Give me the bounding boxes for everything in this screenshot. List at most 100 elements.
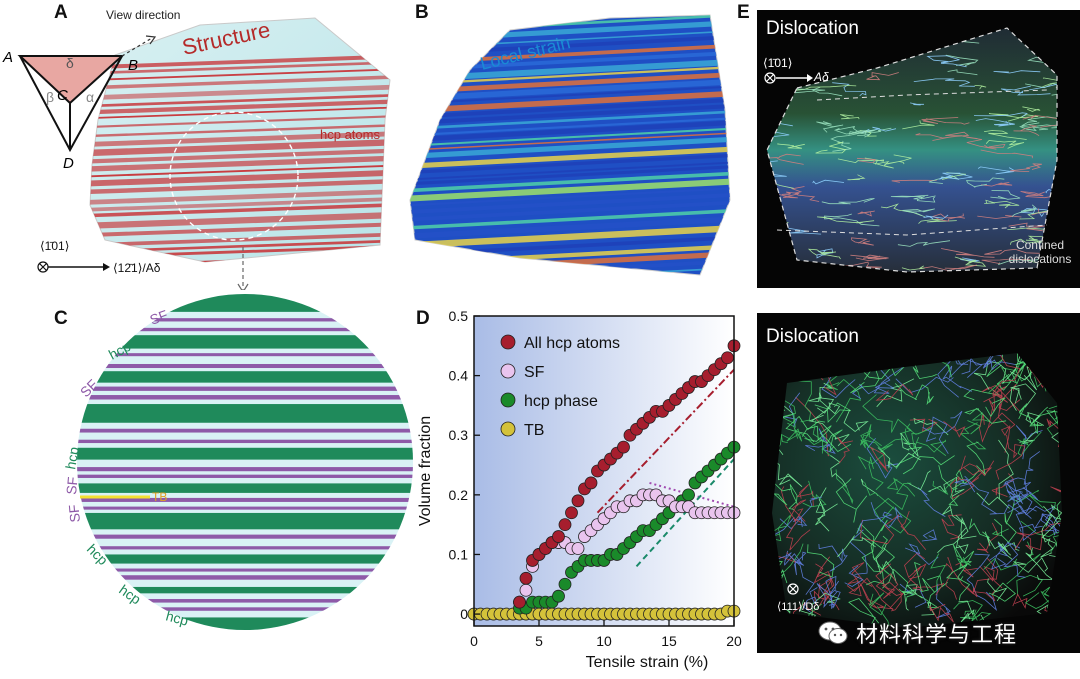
data-point (552, 530, 565, 543)
dislocation-line (901, 265, 925, 271)
dislocation-line (767, 165, 787, 178)
dislocation-line (838, 261, 882, 270)
e-top-axis-arrow (764, 72, 813, 84)
hcp-stripe (90, 131, 390, 147)
dislocation-line (858, 364, 907, 380)
dislocation-line (984, 199, 1020, 209)
dislocation-line (772, 380, 777, 412)
dislocation-line (857, 210, 875, 217)
vertex-b: B (128, 57, 138, 74)
dislocation-line (910, 102, 925, 106)
dislocation-line (902, 455, 955, 475)
strain-stripe (410, 90, 730, 114)
strain-stripe (410, 116, 730, 137)
dislocation-line (1034, 513, 1058, 534)
strain-stripe (410, 153, 730, 175)
hcp-stripe (90, 197, 390, 212)
dislocation-line (950, 476, 975, 500)
dislocation-line (999, 542, 1020, 560)
confined-dislocations-label: Confined dislocations (1000, 238, 1080, 266)
sf-layer (77, 546, 413, 550)
dislocation-line (869, 446, 889, 473)
dislocation-line (987, 578, 1008, 602)
sf-layer (77, 428, 413, 433)
dislocation-line (993, 70, 1041, 74)
strain-stripe (410, 50, 730, 73)
dislocation-line (1040, 505, 1054, 558)
dislocation-line (875, 543, 897, 584)
y-tick-label: 0.3 (449, 427, 469, 443)
hcp-stripe (90, 222, 390, 238)
strain-stripe (410, 109, 730, 131)
dislocation-line (921, 529, 938, 542)
dislocation-line (848, 598, 880, 626)
hcp-stripe (90, 54, 390, 70)
dislocation-line (915, 131, 970, 141)
dislocation-line (1007, 505, 1062, 538)
dislocation-line (811, 86, 843, 97)
dislocation-line (897, 40, 920, 50)
hcp-stripe (90, 178, 390, 195)
dislocation-line (953, 600, 983, 620)
dislocation-line (965, 177, 1005, 188)
dislocation-line (1057, 579, 1062, 619)
dislocation-line (877, 447, 921, 469)
legend-label: TB (524, 422, 544, 439)
sf-layer (77, 506, 413, 510)
dislocation-line (837, 157, 885, 164)
hcp-atoms-label: hcp atoms (320, 127, 380, 142)
dislocation-line (835, 469, 854, 505)
dislocation-title-top: Dislocation (766, 18, 859, 39)
dislocation-line (985, 140, 1025, 149)
data-point (682, 488, 695, 502)
dislocation-line (963, 466, 992, 485)
strain-stripe (410, 103, 730, 126)
dislocation-line (917, 487, 946, 517)
dislocation-line (918, 218, 957, 224)
dislocation-line (772, 552, 815, 595)
dislocation-line (757, 520, 770, 558)
e-top-out-of-plane-icon (764, 72, 776, 84)
strain-stripe (410, 58, 730, 83)
strain-stripe (410, 192, 730, 215)
dislocation-line (975, 118, 1015, 127)
dislocation-line (1040, 513, 1062, 536)
dislocation-line (851, 237, 874, 246)
y-axis-label: Volume fraction (417, 416, 434, 526)
dislocation-line (807, 248, 841, 260)
confined-line-2: dislocations (1008, 252, 1072, 266)
dislocation-line (815, 500, 838, 532)
dislocation-line (946, 563, 971, 601)
dislocation-line (983, 557, 1018, 571)
dislocation-line (790, 602, 822, 628)
dislocation-line (977, 215, 1022, 219)
dislocation-line (900, 510, 927, 551)
strain-stripe (410, 97, 730, 120)
dislocation-line (1065, 77, 1080, 84)
dislocation-line (772, 443, 803, 488)
strain-stripe (410, 186, 730, 207)
dislocation-line (913, 196, 936, 203)
dislocation-line (857, 519, 888, 561)
strain-stripe (410, 85, 730, 106)
dislocation-line (931, 213, 965, 222)
vertex-d: D (63, 155, 74, 172)
hcp-stripe (90, 239, 390, 254)
thompson-tetrahedron (17, 35, 157, 153)
data-point (617, 440, 630, 454)
dislocation-line (1018, 210, 1053, 220)
dislocation-line (939, 172, 973, 180)
dislocation-line (955, 527, 969, 555)
sf-layer (77, 395, 413, 400)
dislocation-line (850, 254, 889, 262)
hcp-stripe (90, 93, 390, 108)
dislocation-line (994, 502, 1017, 543)
dislocation-line (966, 441, 986, 476)
dislocation-line (958, 600, 975, 623)
strain-stripe (410, 164, 730, 186)
hcp-stripe (90, 61, 390, 75)
annot-hcp-5: hcp (164, 607, 190, 628)
dislocation-line (929, 603, 954, 623)
dislocation-line (817, 216, 875, 224)
hcp-stripe (90, 155, 390, 172)
